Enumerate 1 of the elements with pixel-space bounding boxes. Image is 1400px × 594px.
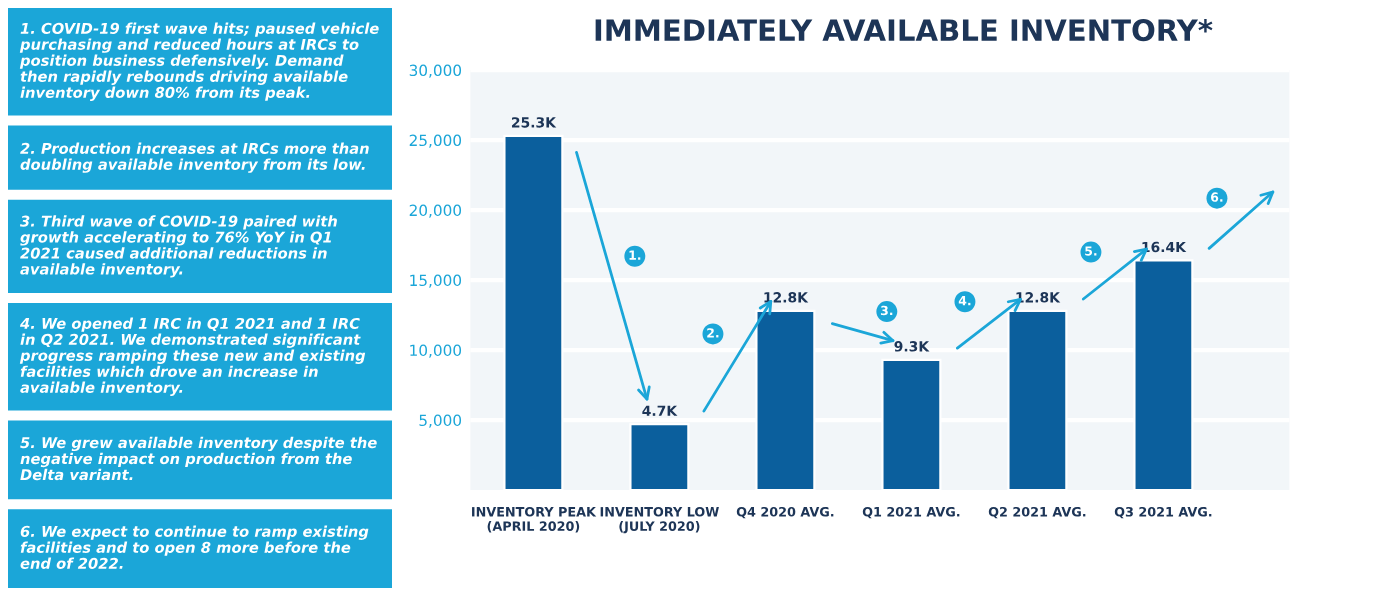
chart-title: IMMEDIATELY AVAILABLE INVENTORY*: [595, 19, 1213, 42]
